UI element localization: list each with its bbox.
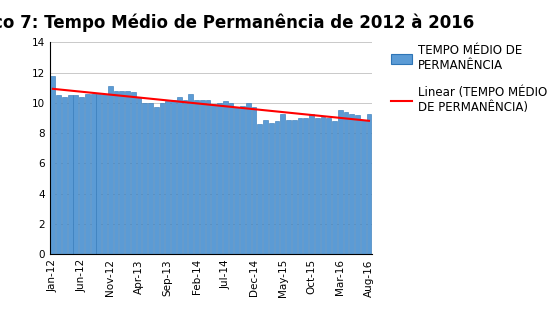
Bar (251, 108, 256, 254)
Bar (183, 100, 188, 254)
Text: Gráfico 7: Tempo Médio de Permanência de 2012 à 2016: Gráfico 7: Tempo Médio de Permanência de… (0, 13, 475, 32)
Bar (154, 108, 159, 254)
Bar (338, 111, 342, 254)
Bar (344, 112, 349, 254)
Bar (349, 113, 354, 254)
Bar (211, 104, 216, 254)
Bar (315, 118, 320, 254)
Bar (355, 115, 360, 254)
Bar (171, 100, 176, 254)
Bar (280, 113, 285, 254)
Bar (51, 76, 56, 254)
Bar (309, 113, 314, 254)
Bar (56, 95, 61, 254)
Bar (97, 94, 101, 254)
Bar (246, 103, 251, 254)
Bar (108, 86, 113, 254)
Bar (119, 91, 124, 254)
Bar (148, 103, 153, 254)
Bar (137, 97, 142, 254)
Bar (90, 94, 95, 254)
Bar (205, 100, 210, 254)
Bar (269, 123, 274, 254)
Bar (194, 100, 199, 254)
Bar (275, 121, 280, 254)
Bar (332, 121, 337, 254)
Bar (303, 118, 308, 254)
Legend: TEMPO MÉDIO DE
PERMANÊNCIA, Linear (TEMPO MÉDIO
DE PERMANÊNCIA): TEMPO MÉDIO DE PERMANÊNCIA, Linear (TEMP… (391, 44, 547, 114)
Bar (165, 101, 170, 254)
Bar (223, 101, 228, 254)
Bar (229, 103, 234, 254)
Bar (68, 95, 73, 254)
Bar (85, 94, 90, 254)
Bar (62, 97, 67, 254)
Bar (258, 124, 262, 254)
Bar (366, 113, 371, 254)
Bar (361, 120, 366, 254)
Bar (240, 106, 245, 254)
Bar (142, 103, 147, 254)
Bar (188, 94, 193, 254)
Bar (177, 97, 181, 254)
Bar (73, 95, 78, 254)
Bar (217, 103, 222, 254)
Bar (79, 97, 84, 254)
Bar (160, 103, 164, 254)
Bar (234, 108, 239, 254)
Bar (292, 120, 297, 254)
Bar (263, 120, 268, 254)
Bar (102, 94, 107, 254)
Bar (131, 92, 136, 254)
Bar (326, 118, 331, 254)
Bar (114, 91, 119, 254)
Bar (286, 120, 291, 254)
Bar (200, 100, 205, 254)
Bar (125, 91, 130, 254)
Bar (297, 118, 302, 254)
Bar (321, 117, 325, 254)
